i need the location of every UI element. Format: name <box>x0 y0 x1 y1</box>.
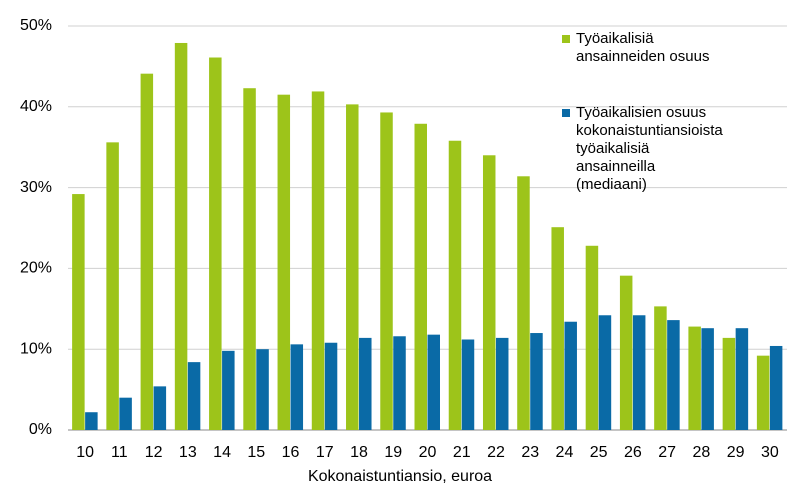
x-tick-label: 28 <box>693 444 711 461</box>
bar <box>551 227 564 430</box>
x-tick-label: 14 <box>213 444 231 461</box>
bar <box>598 315 612 430</box>
y-tick-label: 30% <box>20 179 52 196</box>
x-tick-label: 18 <box>350 444 368 461</box>
bar <box>346 104 359 430</box>
bar <box>517 176 530 430</box>
bar <box>495 337 509 430</box>
bar <box>564 321 577 430</box>
y-tick-label: 50% <box>20 17 52 34</box>
bar <box>769 345 783 430</box>
bar <box>756 355 770 430</box>
bar <box>701 328 714 430</box>
bar <box>311 91 325 430</box>
bar <box>174 42 188 431</box>
bar <box>722 337 736 430</box>
bar <box>243 88 256 430</box>
x-tick-label: 17 <box>316 444 334 461</box>
x-tick-label: 25 <box>590 444 608 461</box>
x-tick-label: 16 <box>282 444 300 461</box>
x-axis-label: Kokonaistuntiansio, euroa <box>308 468 492 485</box>
bar <box>530 333 543 430</box>
x-tick-label: 29 <box>727 444 745 461</box>
y-tick-label: 10% <box>20 340 52 357</box>
x-tick-label: 27 <box>658 444 676 461</box>
bar <box>380 112 393 431</box>
bar <box>427 334 440 430</box>
x-tick-label: 11 <box>111 444 128 461</box>
legend-label: Työaikalisien osuus kokonaistuntiansiois… <box>576 104 723 193</box>
bar <box>72 194 85 430</box>
x-tick-label: 12 <box>145 444 163 461</box>
y-tick-label: 0% <box>29 421 52 438</box>
x-tick-label: 26 <box>624 444 642 461</box>
bar <box>632 315 646 430</box>
bar <box>209 57 222 431</box>
bar <box>482 155 496 430</box>
bar <box>106 142 119 431</box>
bar <box>324 342 338 430</box>
bar <box>290 344 304 430</box>
x-tick-label: 23 <box>521 444 539 461</box>
bar <box>393 336 406 430</box>
bar <box>688 326 701 430</box>
bar <box>222 350 235 430</box>
legend-item: Työaikalisien osuus kokonaistuntiansiois… <box>562 104 723 194</box>
bar <box>654 306 667 430</box>
bar <box>153 386 167 430</box>
bar <box>187 362 201 430</box>
x-tick-label: 24 <box>556 444 574 461</box>
bar <box>277 94 291 431</box>
bar <box>667 320 680 430</box>
bar <box>85 412 98 430</box>
bar <box>256 349 269 430</box>
x-tick-label: 10 <box>76 444 94 461</box>
y-tick-label: 40% <box>20 98 52 115</box>
bar <box>735 328 749 430</box>
legend-swatch <box>562 109 570 117</box>
x-tick-label: 22 <box>487 444 505 461</box>
legend-item: Työaikalisiä ansainneiden osuus <box>562 30 712 66</box>
x-tick-label: 21 <box>453 444 471 461</box>
x-tick-label: 15 <box>247 444 265 461</box>
x-tick-label: 30 <box>761 444 779 461</box>
bar <box>119 397 132 430</box>
x-tick-label: 19 <box>384 444 402 461</box>
y-tick-label: 20% <box>20 260 52 277</box>
bar <box>461 339 475 430</box>
bar <box>414 123 427 430</box>
bar <box>448 140 462 430</box>
bar <box>585 245 599 430</box>
legend-swatch <box>562 35 570 43</box>
bar <box>359 337 372 430</box>
x-tick-label: 13 <box>179 444 197 461</box>
x-tick-label: 20 <box>419 444 437 461</box>
bar <box>619 275 633 430</box>
legend-label: Työaikalisiä ansainneiden osuus <box>576 30 710 65</box>
bar <box>140 73 154 430</box>
